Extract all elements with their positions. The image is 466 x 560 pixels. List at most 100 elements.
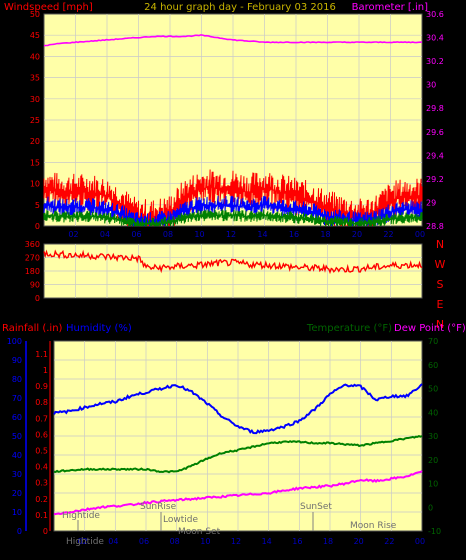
sunrise-event-label: SunRise [140,502,177,512]
windspeed-tick: 20 [30,137,40,146]
rainfall-tick-labels: 0 0.1 0.2 0.3 0.4 0.5 0.6 0.7 0.8 0.9 1 1.1 [35,341,51,536]
windspeed-series-group [43,169,423,227]
humidity-tick: 70 [12,394,22,403]
direction-tick-labels: 0 90 180 270 360 [25,240,40,303]
barometer-tick: 30.6 [426,10,444,19]
direction-tick: 360 [25,240,40,249]
windspeed-axis-title: Windspeed [mph] [4,2,93,13]
barometer-tick: 30 [426,81,436,90]
top-x-tick-labels: 02 04 06 08 10 12 14 16 18 20 22 00 [68,230,425,239]
compass-letter: W [435,258,446,271]
x-tick-label: 04 [100,230,110,239]
barometer-tick: 30.4 [426,34,444,43]
temperature-tick: 70 [428,337,438,346]
x-tick-label: 16 [289,230,299,239]
barometer-tick: 30.2 [426,57,444,66]
temperature-tick: 30 [428,432,438,441]
direction-tick: 0 [35,294,40,303]
temperature-tick: 40 [428,408,438,417]
dew-point-axis-title: Dew Point (°F) [394,323,466,334]
x-tick-label: 16 [292,537,302,546]
x-tick-label: 08 [163,230,173,239]
rainfall-tick: 0.1 [35,511,48,520]
rainfall-tick: 1 [43,366,48,375]
hightide-event-label: Hightide [62,511,100,521]
moonset-event-label: Moon Set [178,527,221,537]
x-tick-label: 14 [257,230,267,239]
x-tick-label: 12 [231,537,241,546]
lowtide-event-label: Lowtide [163,515,198,525]
humidity-tick: 30 [12,470,22,479]
x-tick-label: 14 [262,537,272,546]
humidity-axis-title: Humidity (%) [66,323,132,334]
temperature-tick: 60 [428,361,438,370]
humidity-line [53,383,423,435]
barometer-tick: 29.4 [426,151,444,160]
rainfall-tick: 0.6 [35,430,48,439]
direction-tick: 90 [30,281,40,290]
x-tick-label: 02 [78,537,88,546]
windspeed-low-band [43,209,423,227]
barometer-tick-labels: 28.8 29 29.2 29.4 29.6 29.8 30 30.2 30.4 30.6 [426,10,444,231]
compass-letter: E [437,298,444,311]
x-tick-label: 12 [226,230,236,239]
temperature-tick: 0 [428,503,433,512]
humidity-tick: 20 [12,489,22,498]
x-tick-label: 18 [323,537,333,546]
barometer-tick: 29.8 [426,104,444,113]
windspeed-tick: 45 [30,31,40,40]
humidity-tick: 50 [12,432,22,441]
rainfall-tick: 0.8 [35,398,48,407]
temperature-tick: 50 [428,385,438,394]
chart-title: 24 hour graph day - February 03 2016 [144,2,336,13]
windspeed-tick: 0 [35,222,40,231]
windspeed-tick: 40 [30,52,40,61]
x-tick-label: 18 [320,230,330,239]
astronomical-events: Hightide SunRise Lowtide Moon Set SunSet… [62,502,397,547]
x-tick-label: 10 [200,537,210,546]
temperature-line [53,435,423,474]
rainfall-tick: 0.4 [35,463,48,472]
compass-letter: S [437,278,444,291]
x-tick-label: 00 [415,537,425,546]
x-tick-label: 08 [170,537,180,546]
windspeed-tick: 15 [30,158,40,167]
temperature-axis-title: Temperature (°F) [306,323,392,334]
rainfall-tick: 0.2 [35,495,48,504]
temperature-tick: 20 [428,456,438,465]
humidity-tick-labels: 0 10 20 30 40 50 60 70 80 90 100 [7,337,27,536]
direction-tick: 270 [25,254,40,263]
humidity-tick: 80 [12,375,22,384]
temperature-tick-labels: -10 0 10 20 30 40 50 60 70 [428,337,441,536]
temperature-tick: -10 [428,527,441,536]
humidity-tick: 90 [12,356,22,365]
hightide-bottom-event-label: Hightide [66,537,104,547]
x-tick-label: 10 [194,230,204,239]
bottom-panel-grid [54,341,422,531]
x-tick-label: 06 [139,537,149,546]
windspeed-tick: 10 [30,180,40,189]
direction-tick: 180 [25,267,40,276]
rainfall-tick: 0 [43,527,48,536]
wind-direction-line [43,249,423,275]
rainfall-tick: 1.1 [35,350,48,359]
sunset-event-label: SunSet [300,502,332,512]
bottom-x-tick-labels: 02 04 06 08 10 12 14 16 18 20 22 00 [78,537,426,546]
rainfall-tick: 0.5 [35,446,48,455]
humidity-tick: 0 [17,527,22,536]
barometer-tick: 28.8 [426,222,444,231]
x-tick-label: 04 [108,537,118,546]
moonrise-event-label: Moon Rise [350,521,397,531]
barometer-line [43,34,423,47]
rainfall-tick: 0.9 [35,382,48,391]
barometer-axis-title: Barometer [.in] [352,2,428,13]
windspeed-tick: 5 [35,201,40,210]
windspeed-tick-labels: 0 5 10 15 20 25 30 35 40 45 50 [30,10,40,231]
temperature-tick: 10 [428,480,438,489]
barometer-tick: 29 [426,198,436,207]
x-tick-label: 06 [131,230,141,239]
humidity-tick: 40 [12,451,22,460]
x-tick-label: 22 [384,537,394,546]
